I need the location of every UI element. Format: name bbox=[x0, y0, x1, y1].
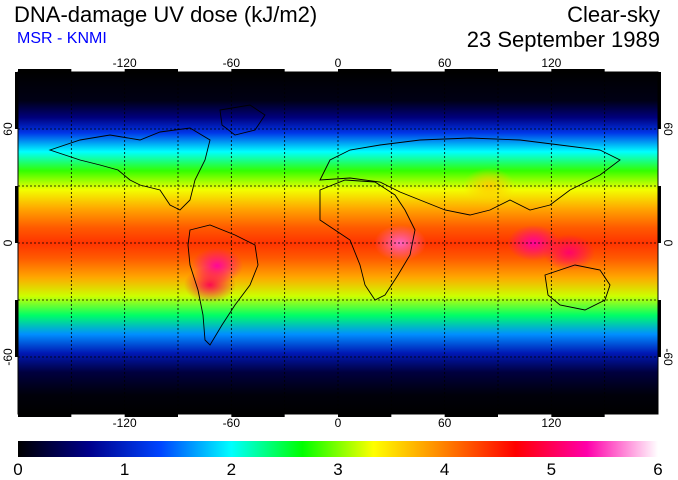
frame-tick bbox=[15, 300, 18, 357]
colorbar-tick-label: 0 bbox=[13, 460, 23, 479]
north-america-outline bbox=[48, 127, 211, 211]
uv-hotspot bbox=[184, 266, 236, 303]
lat-tick-label-left: -60 bbox=[1, 348, 15, 366]
uv-hotspot bbox=[463, 168, 516, 204]
uv-hotspot bbox=[374, 225, 427, 261]
lon-tick-label-top: -120 bbox=[113, 56, 137, 70]
lon-tick-label-bottom: -120 bbox=[113, 416, 137, 430]
frame-tick bbox=[338, 69, 392, 72]
colorbar-ticks: 0 1 2 3 4 5 6 bbox=[0, 460, 678, 480]
frame-tick bbox=[124, 69, 178, 72]
greenland-outline bbox=[219, 104, 266, 136]
chart-subtitle: MSR - KNMI bbox=[17, 30, 107, 47]
frame-tick bbox=[124, 414, 178, 417]
south-america-outline bbox=[187, 224, 259, 346]
lon-tick-label-top: -60 bbox=[223, 56, 241, 70]
europe-asia-outline bbox=[319, 137, 621, 216]
lon-tick-label-bottom: -60 bbox=[223, 416, 241, 430]
colorbar-tick-label: 4 bbox=[439, 460, 450, 479]
frame-tick bbox=[18, 414, 72, 417]
lon-tick-label-bottom: 60 bbox=[438, 416, 452, 430]
lat-tick-label-right: 60 bbox=[661, 122, 675, 136]
frame-tick bbox=[658, 186, 661, 243]
frame-tick bbox=[551, 69, 605, 72]
frame-tick bbox=[444, 69, 498, 72]
chart-date: 23 September 1989 bbox=[466, 27, 660, 52]
lat-tick-label-left: 60 bbox=[1, 122, 15, 136]
frame-tick bbox=[18, 69, 72, 72]
colorbar-tick-label: 6 bbox=[653, 460, 663, 479]
colorbar-tick-label: 2 bbox=[226, 460, 237, 479]
lat-tick-label-right: -60 bbox=[661, 348, 675, 366]
lon-tick-label-top: 0 bbox=[335, 56, 342, 70]
lon-tick-label-bottom: 0 bbox=[335, 416, 342, 430]
frame-tick bbox=[15, 186, 18, 243]
frame-tick bbox=[231, 69, 285, 72]
colorbar-tick-label: 1 bbox=[119, 460, 130, 479]
frame-tick bbox=[338, 414, 392, 417]
frame-tick bbox=[231, 414, 285, 417]
frame-tick bbox=[15, 72, 18, 129]
lat-tick-label-right: 0 bbox=[661, 240, 675, 247]
sky-condition: Clear-sky bbox=[567, 2, 660, 27]
colorbar-tick-label: 5 bbox=[546, 460, 557, 479]
colorbar-tick-label: 3 bbox=[333, 460, 343, 479]
lon-tick-label-bottom: 120 bbox=[541, 416, 561, 430]
frame-tick bbox=[444, 414, 498, 417]
lon-tick-label-top: 120 bbox=[541, 56, 561, 70]
lon-tick-label-top: 60 bbox=[438, 56, 452, 70]
frame-tick bbox=[551, 414, 605, 417]
uv-hotspot bbox=[543, 234, 596, 271]
lat-tick-label-left: 0 bbox=[1, 239, 15, 246]
frame-tick bbox=[658, 72, 661, 129]
uv-dose-map: -120 -60 0 60 120 -120 -60 0 60 120 60 0 -60 60 0 -6… bbox=[1, 56, 675, 430]
colorbar bbox=[18, 441, 658, 457]
chart-title: DNA-damage UV dose (kJ/m2) bbox=[14, 2, 318, 27]
frame-tick bbox=[658, 300, 661, 357]
